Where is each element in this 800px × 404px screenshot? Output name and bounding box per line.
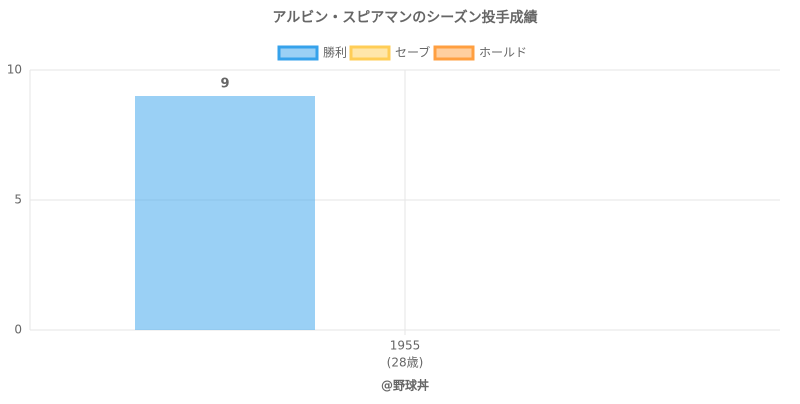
- y-tick-label: 10: [7, 63, 22, 77]
- legend-swatch: [349, 45, 391, 61]
- legend-swatch: [433, 45, 475, 61]
- x-tick-sublabel: (28歳): [387, 356, 424, 370]
- legend-label: 勝利: [323, 45, 347, 60]
- legend-swatch: [277, 45, 319, 61]
- value-label: 9: [220, 77, 229, 92]
- legend-label: セーブ: [395, 45, 430, 60]
- y-tick-label: 0: [14, 323, 22, 337]
- y-tick-label: 5: [14, 193, 22, 207]
- bar: [135, 96, 315, 330]
- chart-title: アルビン・スピアマンのシーズン投手成績: [272, 9, 537, 26]
- legend-label: ホールド: [479, 46, 527, 60]
- credit: @野球丼: [381, 378, 429, 393]
- x-tick-label: 1955: [390, 339, 421, 353]
